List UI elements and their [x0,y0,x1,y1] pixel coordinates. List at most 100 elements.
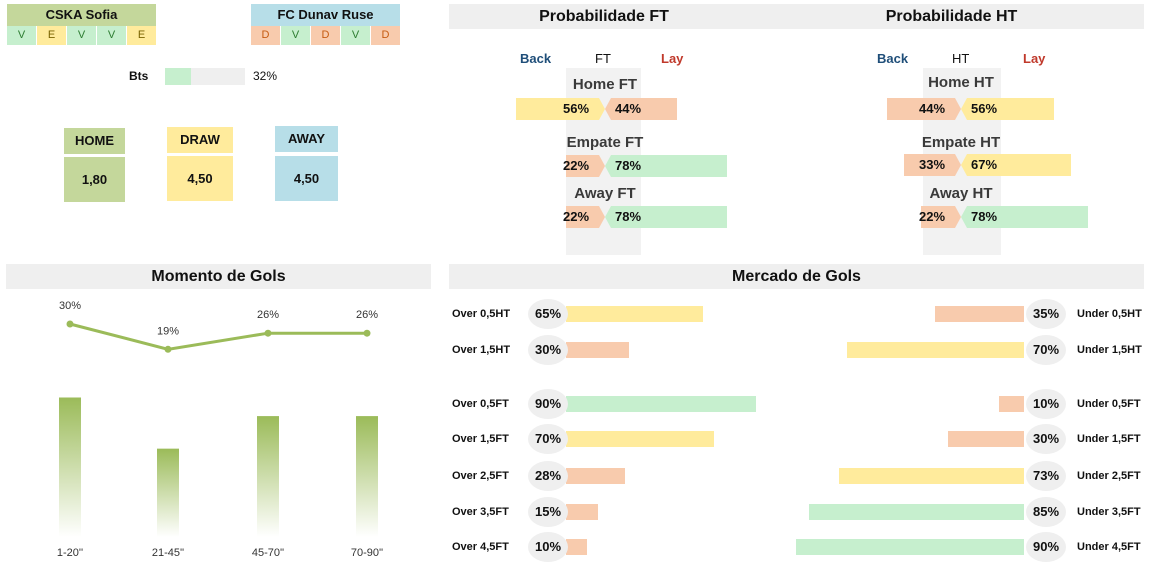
odds-away-label: AWAY [275,126,338,152]
back-value: 33% [919,157,946,172]
over-bar [566,396,756,412]
under-bar [839,468,1024,484]
lay-bar [611,155,728,177]
home-team-name: CSKA Sofia [7,4,156,26]
odds-home-label: HOME [64,128,125,154]
bts-fill [165,68,191,85]
back-notch [955,206,961,228]
momento-chart: 30% 1-20'' 19% 21-45'' 26% 45-70'' 26% 70-90'' [57,300,383,559]
form-result: V [341,26,370,45]
prob-row-name: Away FT [574,185,636,202]
lay-notch [605,206,611,228]
over-label: Over 0,5FT [452,398,509,410]
back-bar [903,154,955,176]
mercado-title: Mercado de Gols [449,264,1144,289]
lay-notch [605,98,611,120]
prob-ht-lay-header: Lay [1023,51,1046,66]
momento-bar [356,416,378,537]
under-value: 73% [1026,461,1066,491]
form-result: E [127,26,156,45]
lay-bar [611,206,728,228]
over-bar [566,306,704,322]
under-bar [998,396,1024,412]
prob-ht-back-header: Back [877,51,909,66]
momento-point [363,329,371,337]
back-bar [515,98,599,120]
back-value: 22% [919,209,946,224]
back-notch [599,206,605,228]
momento-point [164,345,172,353]
under-value: 35% [1026,299,1066,329]
prob-row-name: Home HT [928,74,994,91]
form-result: V [97,26,126,45]
momento-line [69,322,367,351]
back-value: 22% [563,209,590,224]
lay-bar [967,98,1054,120]
momento-bar [257,416,279,537]
under-value: 85% [1026,497,1066,527]
momento-bar [59,397,81,537]
prob-ht-mid-header: HT [952,51,970,66]
odds-draw-label: DRAW [167,127,233,153]
form-result: V [67,26,96,45]
prob-ft-mid-header: FT [595,51,611,66]
over-value: 65% [528,299,568,329]
lay-value: 78% [615,158,642,173]
under-bar [808,504,1024,520]
under-value: 30% [1026,424,1066,454]
away-team-form: D V D V D [251,26,400,45]
over-label: Over 2,5FT [452,470,509,482]
over-bar [566,468,626,484]
form-result: D [371,26,400,45]
lay-bar [967,154,1071,176]
over-label: Over 1,5FT [452,433,509,445]
momento-x-tick: 21-45'' [152,547,184,559]
lay-value: 78% [615,209,642,224]
back-notch [955,98,961,120]
under-label: Under 1,5HT [1077,344,1142,356]
under-value: 70% [1026,335,1066,365]
form-result: D [251,26,280,45]
over-value: 30% [528,335,568,365]
over-value: 28% [528,461,568,491]
under-label: Under 2,5FT [1077,470,1141,482]
under-label: Under 0,5FT [1077,398,1141,410]
over-value: 70% [528,424,568,454]
bts-value: 32% [253,69,278,83]
prob-ft-lay-header: Lay [661,51,684,66]
prob-ft-title: Probabilidade FT [449,4,759,29]
prob-row-name: Away HT [929,185,993,202]
over-label: Over 4,5FT [452,541,509,553]
momento-bar [157,448,179,537]
lay-notch [961,206,967,228]
under-label: Under 1,5FT [1077,433,1141,445]
form-result: V [281,26,310,45]
form-result: V [7,26,36,45]
momento-x-tick: 1-20'' [57,547,83,559]
back-value: 56% [563,101,590,116]
over-value: 10% [528,532,568,562]
back-value: 22% [563,158,590,173]
odds-away-value: 4,50 [275,156,338,201]
lay-value: 67% [971,157,998,172]
under-bar [846,342,1024,358]
lay-notch [605,155,611,177]
under-label: Under 3,5FT [1077,506,1141,518]
prob-ft-back-header: Back [520,51,552,66]
under-label: Under 4,5FT [1077,541,1141,553]
bts-label: Bts [129,69,149,83]
over-label: Over 0,5HT [452,308,511,320]
over-label: Over 1,5HT [452,344,511,356]
momento-point [264,329,272,337]
lay-value: 56% [971,101,998,116]
over-bar [566,431,714,447]
over-value: 90% [528,389,568,419]
away-team-name: FC Dunav Ruse [251,4,400,26]
back-notch [599,98,605,120]
lay-value: 44% [615,101,642,116]
prob-ht-title: Probabilidade HT [759,4,1144,29]
form-result: D [311,26,340,45]
back-value: 44% [919,101,946,116]
momento-data-label: 30% [59,300,81,312]
momento-point [66,320,74,328]
